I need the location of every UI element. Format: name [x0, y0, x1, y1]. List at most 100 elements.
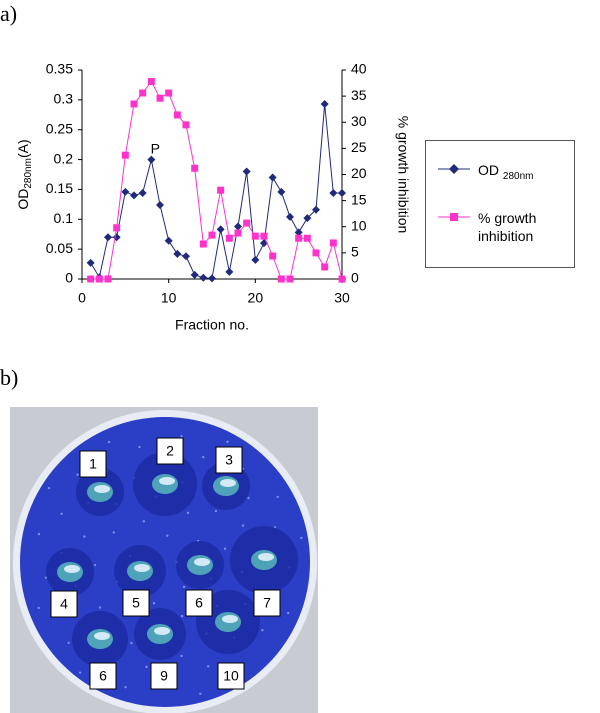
label-box: [89, 662, 117, 690]
point: [156, 94, 164, 102]
agar-speck: [145, 665, 148, 669]
label-box: [50, 590, 78, 618]
agar-speck: [76, 473, 79, 476]
spot-highlight: [220, 479, 236, 487]
agar-speck: [78, 671, 82, 674]
series-line: [90, 80, 343, 280]
agar-speck: [201, 455, 205, 459]
point: [104, 275, 112, 283]
annotation: P: [151, 140, 160, 156]
agar-speck: [247, 496, 250, 500]
point: [338, 275, 346, 283]
point: [208, 231, 216, 239]
plate-label: 9: [160, 668, 168, 684]
point: [130, 191, 138, 200]
agar-speck: [98, 606, 102, 609]
agar-speck: [37, 606, 40, 610]
point: [147, 77, 155, 85]
point: [86, 258, 95, 267]
point: [269, 252, 277, 260]
point: [104, 233, 112, 242]
x-tick-label: 30: [334, 290, 350, 306]
point: [112, 233, 121, 242]
agar-speck: [226, 440, 229, 444]
y2-tick-label: 25: [351, 139, 367, 155]
label-box: [215, 446, 243, 474]
point: [234, 222, 242, 231]
point: [216, 225, 225, 234]
point: [251, 255, 260, 264]
agar-speck: [241, 524, 245, 527]
point: [173, 249, 182, 258]
label-box: [150, 662, 178, 690]
agar-speck: [130, 641, 133, 645]
point: [182, 252, 190, 261]
point: [303, 234, 311, 242]
point: [208, 274, 216, 283]
label-box: [185, 589, 213, 617]
y2-tick-label: 35: [351, 87, 367, 103]
point: [234, 229, 242, 237]
agar-speck: [186, 511, 190, 515]
point: [225, 267, 234, 276]
spot-highlight: [258, 553, 274, 561]
panel-label: a): [0, 1, 17, 26]
point: [242, 167, 251, 176]
point: [130, 100, 138, 108]
y-axis-label-part: OD: [15, 189, 31, 210]
point: [87, 275, 95, 283]
y-tick-label: 0.25: [46, 120, 73, 136]
point: [312, 249, 320, 257]
point: [277, 187, 286, 196]
label-box: [217, 662, 245, 690]
point: [138, 189, 147, 198]
plate-label: 5: [132, 595, 140, 611]
agar-speck: [214, 509, 218, 513]
agar-speck: [206, 665, 210, 668]
plate-label: 7: [263, 595, 271, 611]
plate-label: 1: [89, 456, 97, 472]
agar-speck: [138, 445, 141, 449]
legend: OD 280nm % growth inhibition: [425, 140, 575, 268]
agar-speck: [83, 535, 86, 538]
plate-label: 6: [195, 595, 203, 611]
y2-tick-label: 0: [351, 270, 359, 286]
point: [329, 189, 338, 198]
plate-label: 2: [166, 443, 174, 459]
spot-highlight: [64, 565, 80, 573]
y-axis-label: OD280nm(A): [15, 139, 34, 209]
legend-label: % growth inhibition: [478, 210, 537, 244]
legend-item: % growth inhibition: [436, 209, 568, 245]
point: [165, 89, 173, 97]
point: [121, 187, 130, 196]
plate-label: 10: [223, 668, 239, 684]
point: [268, 173, 277, 182]
panel-label: b): [0, 365, 18, 390]
y2-tick-label: 10: [351, 217, 367, 233]
agar-speck: [67, 641, 70, 645]
point: [95, 275, 103, 283]
agar-speck: [300, 536, 303, 540]
point: [191, 164, 199, 172]
point: [121, 151, 129, 159]
point: [139, 89, 147, 97]
spot-highlight: [159, 477, 175, 485]
legend-item: OD 280nm: [436, 161, 568, 186]
point: [260, 232, 268, 240]
agar-speck: [182, 585, 186, 589]
y2-tick-label: 40: [351, 61, 367, 77]
agar-speck: [180, 614, 184, 618]
y2-tick-label: 5: [351, 244, 359, 260]
legend-swatch: [438, 213, 470, 221]
point: [225, 234, 233, 242]
agar-speck: [124, 685, 127, 689]
point: [173, 111, 181, 119]
point: [199, 273, 208, 282]
y2-tick-label: 20: [351, 165, 367, 181]
x-axis-label: Fraction no.: [175, 317, 249, 333]
y2-tick-label: 15: [351, 191, 367, 207]
agar-speck: [112, 531, 115, 534]
spot-highlight: [134, 564, 150, 572]
spot-highlight: [194, 558, 210, 566]
